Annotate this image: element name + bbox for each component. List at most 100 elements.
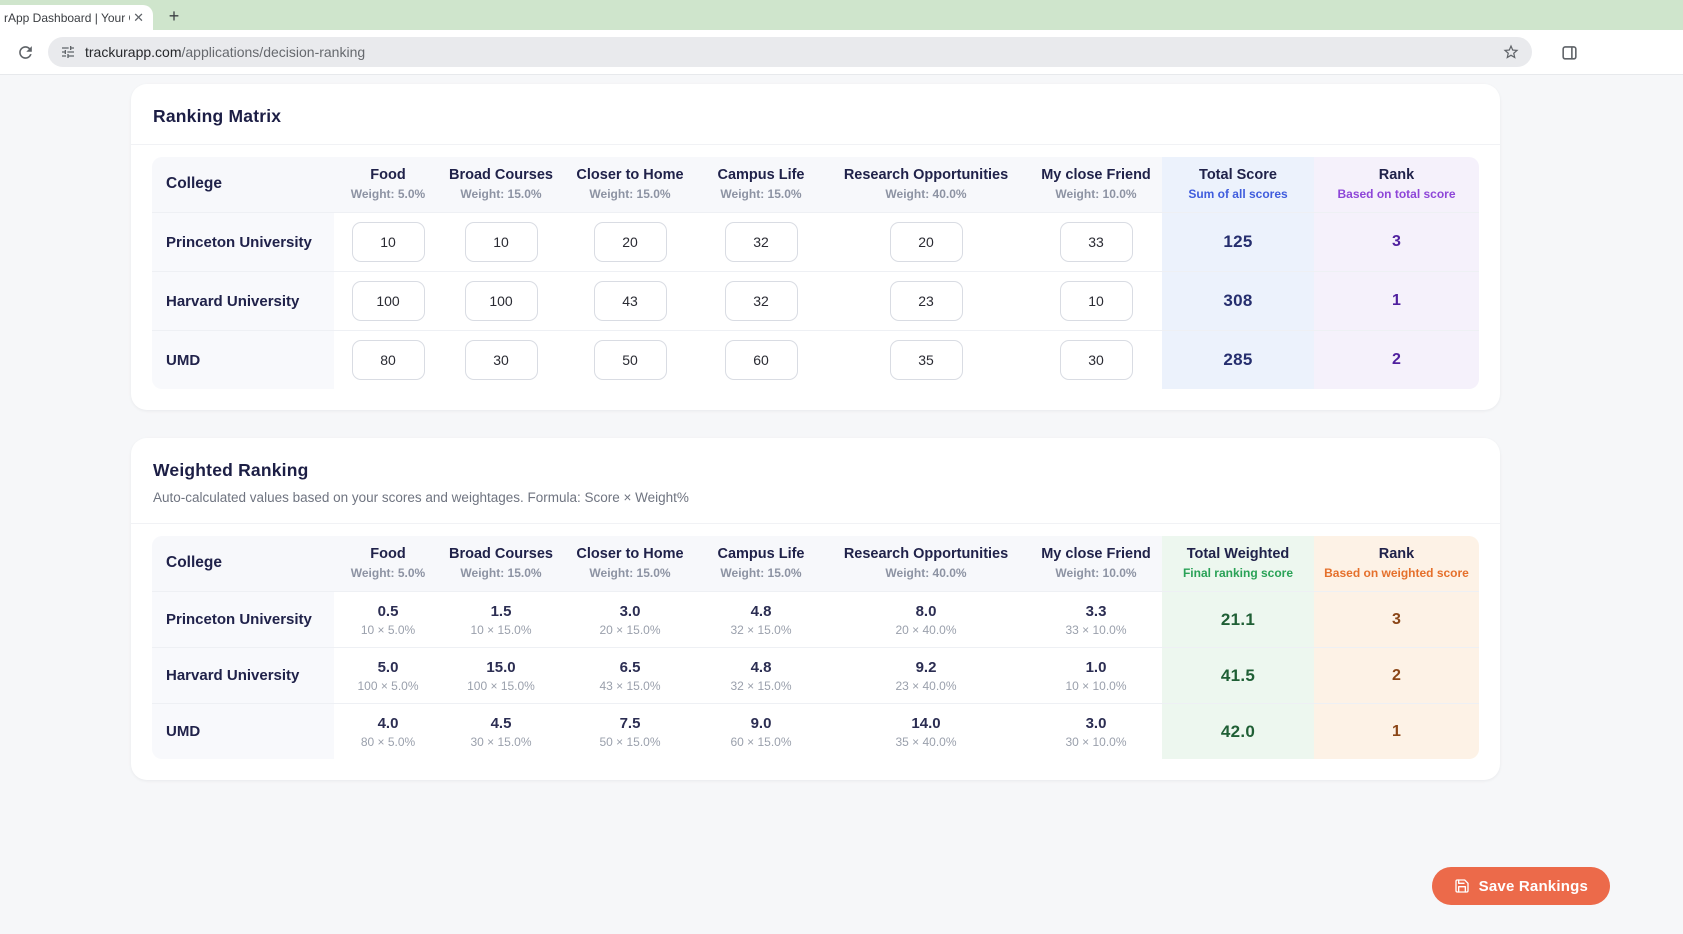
college-name: UMD	[152, 703, 334, 759]
weighted-cell: 0.5 10 × 5.0%	[334, 591, 442, 647]
browser-tab[interactable]: rApp Dashboard | Your G ✕	[0, 5, 153, 30]
rank-cell: 2	[1314, 330, 1479, 389]
ranking-matrix-header-row: College Food Weight: 5.0% Broad Courses We…	[152, 157, 1479, 212]
url-path: /applications/decision-ranking	[181, 44, 366, 60]
college-name: Princeton University	[152, 212, 334, 271]
url-text: trackurapp.com/applications/decision-ran…	[85, 44, 365, 60]
score-input[interactable]	[351, 222, 425, 262]
weighted-cell: 14.0 35 × 40.0%	[822, 703, 1030, 759]
ranking-matrix-title: Ranking Matrix	[153, 106, 282, 126]
weighted-ranking-title: Weighted Ranking	[153, 460, 309, 480]
weighted-cell: 6.5 43 × 15.0%	[560, 647, 700, 703]
rank-cell: 1	[1314, 703, 1479, 759]
tab-strip: rApp Dashboard | Your G ✕ +	[0, 0, 1683, 30]
score-input[interactable]	[889, 281, 963, 321]
column-header-campus-life: Campus Life Weight: 15.0%	[700, 157, 822, 212]
column-header-total-weighted: Total Weighted Final ranking score	[1162, 536, 1314, 591]
score-input[interactable]	[464, 281, 538, 321]
score-input[interactable]	[1059, 340, 1133, 380]
bookmark-star-icon[interactable]	[1502, 43, 1520, 61]
column-header-research-opportunities: Research Opportunities Weight: 40.0%	[822, 536, 1030, 591]
weighted-cell: 4.8 32 × 15.0%	[700, 647, 822, 703]
side-panel-icon[interactable]	[1554, 37, 1584, 67]
address-bar[interactable]: trackurapp.com/applications/decision-ran…	[48, 37, 1532, 67]
column-header-rank: Rank Based on weighted score	[1314, 536, 1479, 591]
browser-toolbar: trackurapp.com/applications/decision-ran…	[0, 30, 1683, 75]
total-score-cell: 308	[1162, 271, 1314, 330]
column-header-my-close-friend: My close Friend Weight: 10.0%	[1030, 536, 1162, 591]
weighted-cell: 3.0 20 × 15.0%	[560, 591, 700, 647]
column-header-college: College	[152, 536, 334, 591]
save-rankings-button[interactable]: Save Rankings	[1431, 867, 1610, 905]
table-row: UMD 4.0 80 × 5.0% 4.5 30 × 15.0% 7.5 50 × 1…	[152, 703, 1479, 759]
weighted-ranking-table: College Food Weight: 5.0% Broad Courses We…	[152, 536, 1479, 759]
url-domain: trackurapp.com	[85, 44, 182, 60]
college-name: Harvard University	[152, 647, 334, 703]
rank-cell: 1	[1314, 271, 1479, 330]
total-weighted-cell: 21.1	[1162, 591, 1314, 647]
weighted-cell: 8.0 20 × 40.0%	[822, 591, 1030, 647]
ranking-matrix-card: Ranking Matrix College Food Weight: 5.0% …	[131, 84, 1500, 410]
score-input[interactable]	[889, 340, 963, 380]
column-header-food: Food Weight: 5.0%	[334, 536, 442, 591]
total-weighted-cell: 42.0	[1162, 703, 1314, 759]
total-score-cell: 125	[1162, 212, 1314, 271]
weighted-cell: 3.0 30 × 10.0%	[1030, 703, 1162, 759]
weighted-cell: 9.0 60 × 15.0%	[700, 703, 822, 759]
column-header-my-close-friend: My close Friend Weight: 10.0%	[1030, 157, 1162, 212]
column-header-closer-to-home: Closer to Home Weight: 15.0%	[560, 157, 700, 212]
save-button-label: Save Rankings	[1478, 877, 1588, 895]
score-input[interactable]	[593, 281, 667, 321]
column-header-campus-life: Campus Life Weight: 15.0%	[700, 536, 822, 591]
save-icon	[1454, 878, 1470, 894]
score-input[interactable]	[593, 222, 667, 262]
total-score-cell: 285	[1162, 330, 1314, 389]
weighted-cell: 1.0 10 × 10.0%	[1030, 647, 1162, 703]
score-input[interactable]	[1059, 222, 1133, 262]
score-input[interactable]	[724, 222, 798, 262]
new-tab-button[interactable]: +	[168, 5, 180, 26]
weighted-cell: 4.8 32 × 15.0%	[700, 591, 822, 647]
score-input[interactable]	[464, 222, 538, 262]
table-row: Princeton University 125 3	[152, 212, 1479, 271]
weighted-cell: 3.3 33 × 10.0%	[1030, 591, 1162, 647]
score-input[interactable]	[889, 222, 963, 262]
weighted-cell: 5.0 100 × 5.0%	[334, 647, 442, 703]
column-header-broad-courses: Broad Courses Weight: 15.0%	[442, 536, 560, 591]
college-name: UMD	[152, 330, 334, 389]
reload-icon[interactable]	[10, 37, 40, 67]
score-input[interactable]	[724, 340, 798, 380]
score-input[interactable]	[464, 340, 538, 380]
site-info-icon[interactable]	[60, 44, 76, 60]
ranking-matrix-header: Ranking Matrix	[131, 84, 1500, 145]
column-header-rank: Rank Based on total score	[1314, 157, 1479, 212]
ranking-matrix-table: College Food Weight: 5.0% Broad Courses We…	[152, 157, 1479, 389]
table-row: Princeton University 0.5 10 × 5.0% 1.5 10 …	[152, 591, 1479, 647]
tab-close-icon[interactable]: ✕	[133, 10, 144, 25]
actions-row: Save Rankings	[131, 867, 1610, 905]
rank-cell: 2	[1314, 647, 1479, 703]
table-row: UMD 285 2	[152, 330, 1479, 389]
tab-title: rApp Dashboard | Your G	[4, 10, 131, 25]
column-header-research-opportunities: Research Opportunities Weight: 40.0%	[822, 157, 1030, 212]
rank-cell: 3	[1314, 591, 1479, 647]
weighted-cell: 15.0 100 × 15.0%	[442, 647, 560, 703]
column-header-food: Food Weight: 5.0%	[334, 157, 442, 212]
weighted-ranking-header: Weighted Ranking Auto-calculated values …	[131, 438, 1500, 524]
weighted-cell: 4.5 30 × 15.0%	[442, 703, 560, 759]
weighted-cell: 9.2 23 × 40.0%	[822, 647, 1030, 703]
weighted-ranking-subtitle: Auto-calculated values based on your sco…	[153, 490, 689, 505]
score-input[interactable]	[351, 281, 425, 321]
score-input[interactable]	[593, 340, 667, 380]
college-name: Princeton University	[152, 591, 334, 647]
weighted-cell: 1.5 10 × 15.0%	[442, 591, 560, 647]
browser-chrome: rApp Dashboard | Your G ✕ + trackurapp.c…	[0, 0, 1683, 75]
total-weighted-cell: 41.5	[1162, 647, 1314, 703]
table-row: Harvard University 308 1	[152, 271, 1479, 330]
page-content: Ranking Matrix College Food Weight: 5.0% …	[0, 75, 1683, 905]
score-input[interactable]	[1059, 281, 1133, 321]
score-input[interactable]	[724, 281, 798, 321]
column-header-closer-to-home: Closer to Home Weight: 15.0%	[560, 536, 700, 591]
score-input[interactable]	[351, 340, 425, 380]
column-header-total-score: Total Score Sum of all scores	[1162, 157, 1314, 212]
